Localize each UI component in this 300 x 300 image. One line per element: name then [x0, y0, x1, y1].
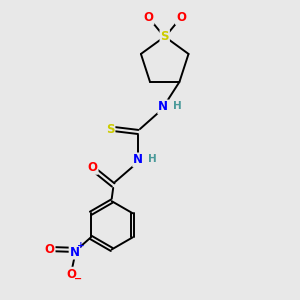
Text: H: H — [173, 101, 182, 111]
Text: +: + — [77, 241, 85, 250]
Text: O: O — [88, 161, 98, 174]
Text: N: N — [158, 100, 168, 113]
Text: S: S — [160, 30, 169, 43]
Text: O: O — [143, 11, 154, 24]
Text: −: − — [74, 274, 82, 284]
Text: O: O — [45, 243, 55, 256]
Text: N: N — [70, 246, 80, 259]
Text: O: O — [67, 268, 77, 281]
Text: S: S — [106, 122, 115, 136]
Text: H: H — [148, 154, 156, 164]
Text: N: N — [133, 153, 143, 167]
Text: O: O — [176, 11, 186, 24]
